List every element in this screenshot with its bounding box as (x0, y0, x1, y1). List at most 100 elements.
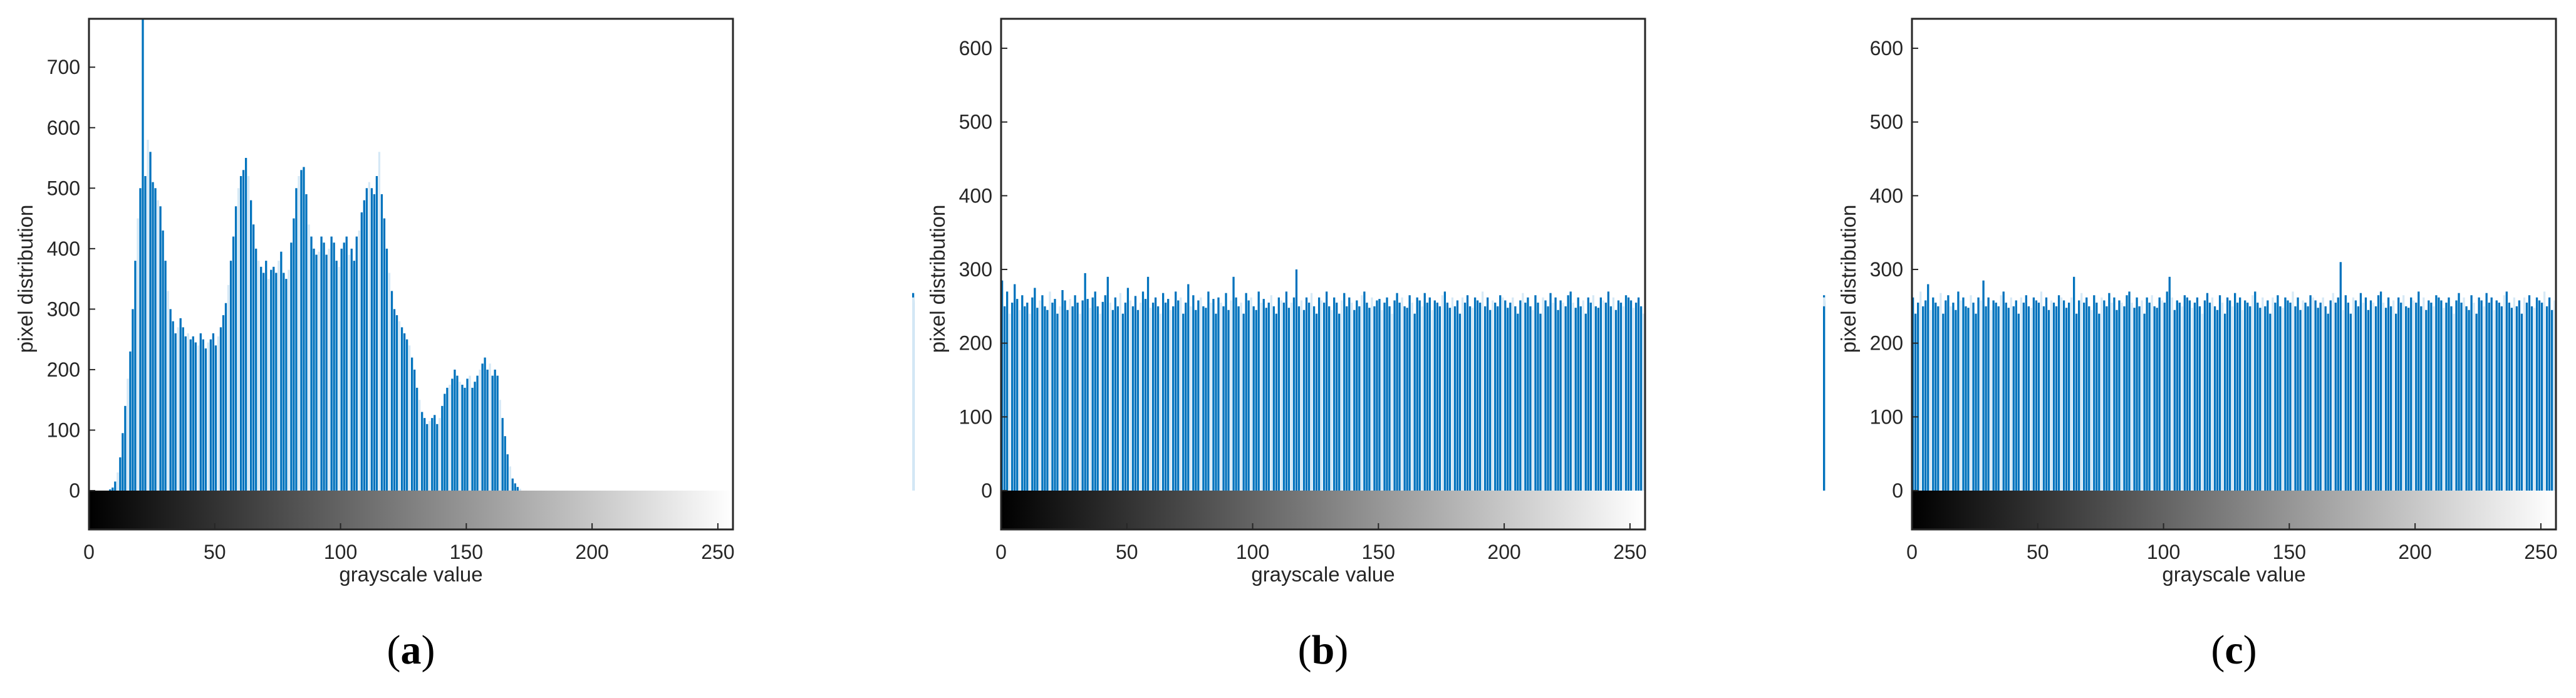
bar-a-35 (177, 327, 179, 491)
bar-a-84 (300, 170, 303, 491)
bar-b-89 (1225, 293, 1227, 491)
bar-a-111 (368, 182, 371, 491)
bar-b-93 (1235, 297, 1237, 491)
bar-b-217 (1547, 306, 1549, 491)
bar-c-192 (2395, 313, 2397, 491)
bar-b-111 (1280, 300, 1283, 491)
bar-b-99 (1250, 297, 1252, 491)
x-tick-label-c-5: 250 (2524, 541, 2557, 563)
bar-b-246 (1619, 302, 1623, 491)
histogram-chart-b: 0 50 100 150 200 250 0 100 200 300 400 500 600 gray… (912, 18, 1647, 586)
bar-b-200 (1504, 300, 1507, 491)
bar-c-127 (2231, 306, 2234, 491)
bar-c-149 (2287, 300, 2289, 491)
bar-a-99 (338, 266, 340, 491)
bar-b-167 (1421, 306, 1423, 491)
x-axis-label-b: grayscale value (1251, 563, 1394, 586)
bar-b-10 (1026, 302, 1029, 491)
bar-c-131 (2241, 310, 2244, 491)
bar-a-73 (273, 266, 275, 491)
bar-c-59 (2060, 297, 2063, 491)
bar-c-196 (2405, 306, 2407, 491)
bar-a-114 (375, 176, 378, 491)
bar-c-114 (2198, 306, 2201, 491)
bar-c-195 (2402, 295, 2405, 491)
x-tick-label-b-5: 250 (1613, 541, 1646, 563)
bar-a-16 (129, 351, 132, 491)
bar-c-212 (2445, 302, 2448, 491)
y-tick-label-b-5: 500 (959, 111, 992, 133)
bar-a-154 (476, 375, 479, 491)
bar-b-208 (1524, 302, 1527, 491)
bar-c-175 (2352, 297, 2355, 491)
bar-b-52 (1131, 306, 1135, 491)
bar-a-167 (509, 466, 511, 491)
bar-b-186 (1468, 306, 1472, 491)
bar-a-98 (335, 261, 338, 491)
y-tick-label-c-5: 500 (1870, 111, 1903, 133)
bar-a-151 (469, 375, 471, 491)
bar-b-13 (1034, 288, 1036, 491)
bar-c-231 (2493, 310, 2495, 491)
bar-b-91 (1230, 300, 1232, 491)
bar-b-142 (1358, 306, 1361, 491)
bar-b-6 (1016, 299, 1019, 491)
bar-b-222 (1559, 300, 1562, 491)
bar-b-172 (1433, 300, 1436, 491)
bar-a-108 (360, 212, 363, 491)
bar-b-18 (1046, 310, 1049, 491)
bar-c-250 (2540, 302, 2543, 491)
bar-b-81 (1205, 308, 1207, 491)
bar-c-84 (2123, 306, 2126, 491)
bar-b-153 (1386, 297, 1388, 491)
bar-b-165 (1416, 297, 1418, 491)
bar-c-15 (1950, 306, 1952, 491)
bar-c-39 (2010, 297, 2012, 491)
bar-b-249 (1627, 297, 1630, 491)
y-tick-label-b-1: 100 (959, 405, 992, 428)
bar-a-54 (224, 303, 227, 491)
bars-b (912, 269, 1645, 491)
bar-c-173 (2347, 302, 2349, 491)
bar-c-205 (2428, 300, 2430, 491)
bar-c-5 (1924, 300, 1927, 491)
bar-b-103 (1260, 302, 1262, 491)
bar-a-13 (122, 433, 124, 491)
bar-c-161 (2317, 308, 2319, 491)
bar-b-75 (1190, 306, 1192, 491)
bar-c-233 (2498, 302, 2500, 491)
bar-c-21 (1965, 306, 1967, 491)
bar-c-147 (2282, 308, 2284, 491)
bar-a-79 (288, 269, 290, 491)
bar-b-45 (1114, 297, 1116, 491)
bar-b-34 (1086, 299, 1089, 491)
bar-a-72 (270, 269, 273, 491)
bar-c-183 (2372, 302, 2375, 491)
bar-c-157 (2307, 306, 2309, 491)
bar-c-247 (2533, 308, 2536, 491)
bar-a-68 (260, 266, 262, 491)
bar-b-53 (1134, 296, 1137, 491)
bar-b-155 (1391, 313, 1393, 491)
bar-c-252 (2545, 306, 2548, 491)
bar-c-166 (2329, 300, 2332, 491)
bar-c-62 (2067, 302, 2070, 491)
bar-c-92 (2143, 313, 2146, 491)
bar-c-40 (2012, 306, 2015, 491)
bar-c-7 (1929, 310, 1932, 491)
bar-b-115 (1290, 302, 1293, 491)
bar-c-198 (2410, 297, 2412, 491)
bar-b-107 (1270, 295, 1272, 491)
bar-a-64 (250, 200, 252, 491)
bar-a-163 (499, 400, 501, 491)
bar-a-17 (132, 309, 134, 491)
bar-a-22 (144, 176, 147, 491)
bar-c-244 (2525, 302, 2528, 491)
bar-b-58 (1146, 276, 1150, 491)
bar-b-4 (1011, 302, 1014, 491)
bar-b-70 (1177, 300, 1180, 491)
bar-c-89 (2136, 297, 2138, 491)
bar-a-19 (137, 218, 139, 491)
bar-c-90 (2138, 306, 2141, 491)
histogram-panel-a: 0 50 100 150 200 250 0 100 200 300 400 500 600 700 g… (0, 0, 858, 698)
